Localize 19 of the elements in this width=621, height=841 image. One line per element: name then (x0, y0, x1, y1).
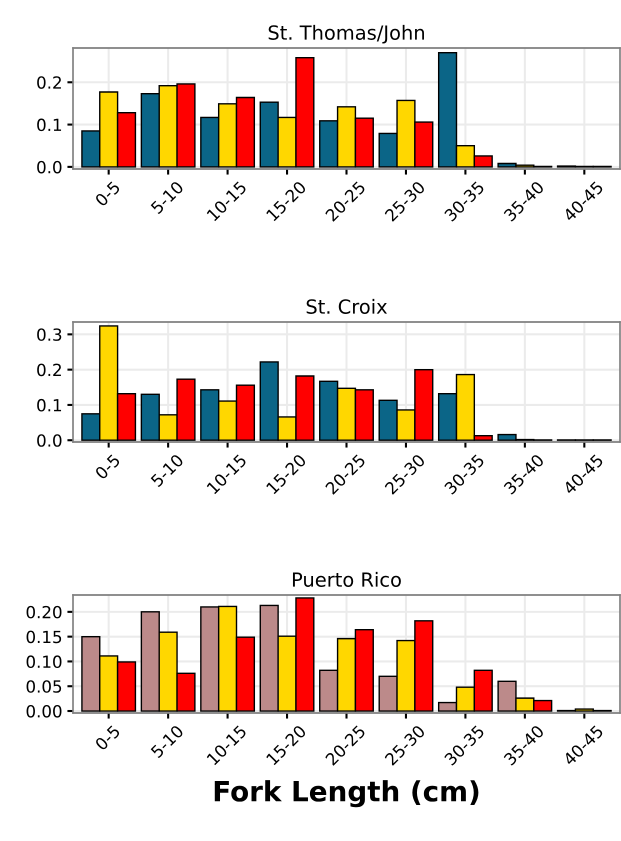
y-tick-label: 0.00 (26, 704, 62, 718)
y-tick-label: 0.1 (37, 398, 62, 412)
y-tick-label: 0.20 (26, 606, 62, 618)
y-tick-label: 0.3 (37, 328, 62, 341)
y-tick-label: 0.2 (37, 76, 61, 89)
y-tick-label: 0.0 (37, 434, 62, 447)
chart-title: St. Thomas/John (268, 24, 424, 44)
x-tick-label: 0-5 (94, 724, 121, 752)
y-tick-label: 0.05 (26, 680, 62, 693)
x-tick-label: 0-5 (94, 180, 121, 208)
x-tick-label: 0-5 (94, 454, 121, 480)
chart-title: St. Croix (306, 298, 387, 314)
y-tick-label: 0.0 (37, 160, 62, 174)
y-tick-label: 0.1 (37, 118, 62, 132)
y-tick-label: 0.2 (37, 364, 61, 376)
y-tick-label: 0.10 (26, 655, 62, 668)
y-tick-label: 0.15 (26, 630, 62, 644)
chart-title: Puerto Rico (292, 572, 401, 587)
x-axis-title: Fork Length (cm) (214, 780, 478, 808)
